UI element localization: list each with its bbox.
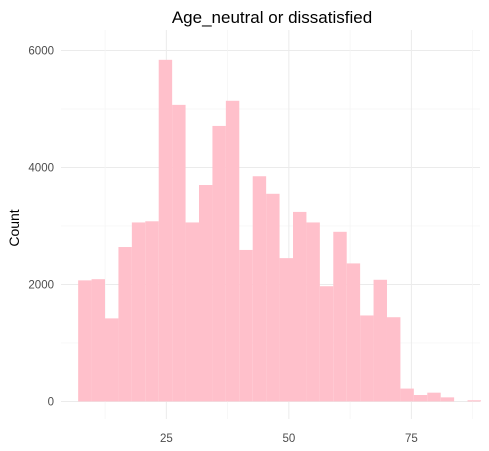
histogram-bar: [319, 286, 334, 402]
x-axis-ticks: 25 50 75: [160, 433, 418, 445]
histogram-bar: [360, 315, 374, 402]
histogram-bar: [118, 247, 132, 402]
histogram-bar: [440, 397, 455, 402]
histogram-bar: [292, 211, 307, 402]
histogram-bar: [185, 222, 200, 402]
histogram-bar: [105, 318, 119, 402]
y-axis-label: Count: [6, 209, 22, 246]
y-axis-ticks: 0 2000 4000 6000: [28, 45, 54, 408]
histogram-bar: [266, 193, 280, 402]
histogram-bar: [346, 263, 361, 402]
x-tick-label: 25: [160, 433, 173, 445]
histogram-bar: [91, 279, 106, 402]
histogram-bar: [279, 258, 293, 402]
histogram-bar: [131, 222, 146, 402]
histogram-bars: [78, 59, 481, 402]
histogram-bar: [239, 249, 253, 402]
histogram-bar: [225, 100, 240, 402]
histogram-bar: [199, 185, 213, 402]
histogram-bar: [413, 395, 428, 402]
histogram-bar: [400, 388, 414, 402]
histogram-bar: [212, 125, 226, 402]
grid-lines: [61, 30, 480, 419]
y-tick-label: 6000: [28, 45, 54, 57]
histogram-bar: [78, 280, 92, 402]
y-tick-label: 2000: [28, 279, 54, 291]
histogram-bar: [333, 231, 347, 402]
histogram-bar: [158, 59, 173, 402]
histogram-bar: [145, 221, 159, 402]
y-tick-label: 4000: [28, 162, 54, 174]
chart-title: Age_neutral or dissatisfied: [172, 8, 372, 27]
histogram-bar: [427, 392, 441, 402]
x-tick-label: 75: [405, 433, 418, 445]
histogram-bar: [306, 222, 320, 402]
histogram-bar: [386, 317, 401, 402]
histogram-bar: [373, 279, 387, 402]
y-tick-label: 0: [48, 396, 54, 408]
x-tick-label: 50: [282, 433, 295, 445]
histogram-bar: [172, 104, 186, 402]
histogram-bar: [467, 400, 481, 402]
histogram-bar: [252, 176, 267, 402]
